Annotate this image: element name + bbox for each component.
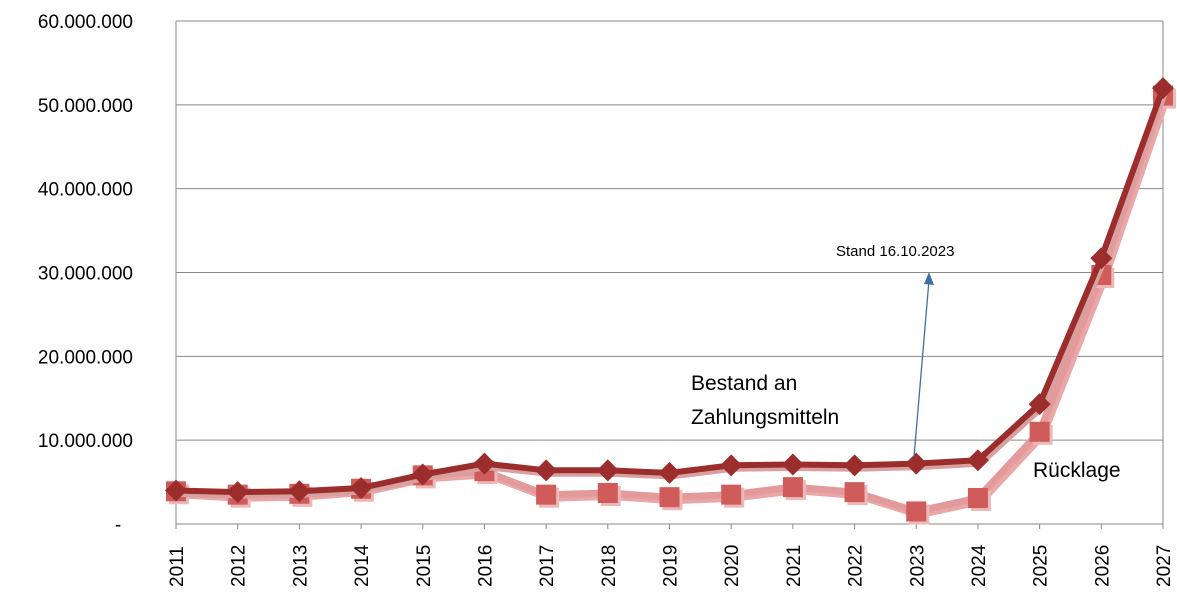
x-tick-label: 2025 [1031,545,1052,587]
x-tick-label: 2021 [784,545,805,587]
series-ruecklage [166,85,1176,525]
x-tick-label: 2027 [1154,545,1175,587]
data-point-square [782,477,803,498]
annotation-ruecklage: Rücklage [1033,459,1121,482]
data-point-diamond [1090,247,1113,270]
data-point-diamond [226,481,249,504]
x-tick-label: 2016 [475,545,496,587]
data-point-diamond [1028,393,1051,416]
data-point-diamond [165,479,187,502]
y-tick-label: 50.000.000 [38,96,133,117]
data-point-square [659,487,680,508]
x-tick-label: 2014 [352,544,373,587]
data-point-diamond [535,459,558,482]
y-tick-label: 60.000.000 [38,12,133,33]
data-point-diamond [1152,77,1174,100]
grid-lines [176,20,1164,524]
data-point-square [906,501,927,522]
data-point-diamond [596,459,619,482]
x-tick-label: 2011 [167,546,188,587]
x-tick-label: 2024 [969,544,990,587]
y-tick-label: - [115,515,121,536]
data-point-square [597,482,618,503]
data-point-diamond [288,480,311,503]
data-point-square [844,482,865,503]
annotation-bestand-line1: Bestand an [691,372,797,395]
series-line [175,94,1167,515]
y-tick-label: 10.000.000 [38,431,133,452]
series-group [165,77,1176,525]
data-point-square [721,484,742,505]
x-tick-label: 2026 [1092,545,1113,587]
data-point-square [536,484,557,505]
data-point-square [967,488,988,509]
data-point-diamond [658,461,681,484]
series-line-shadow [177,89,1169,499]
x-tick-label: 2023 [907,545,928,587]
x-tick-labels: 2011 2012 2013 2014 2015 2016 2017 2018 2019 2020… [167,544,1175,587]
series-bestand [165,77,1174,504]
y-tick-label: 20.000.000 [38,347,133,368]
annotation-bestand-line2: Zahlungsmitteln [691,406,839,429]
annotation-stand: Stand 16.10.2023 [836,243,954,260]
y-tick-label: 40.000.000 [38,180,133,201]
data-point-diamond [781,453,804,476]
data-point-diamond [966,449,989,472]
data-point-square [1029,421,1050,442]
x-tick-label: 2012 [229,545,250,587]
y-tick-label: 30.000.000 [38,264,133,285]
x-tick-label: 2019 [661,545,682,587]
x-tick-label: 2020 [722,545,743,587]
y-tick-labels: - 10.000.000 20.000.000 30.000.000 40.000.00… [38,12,133,536]
data-point-diamond [905,452,928,475]
x-tick-label: 2017 [537,545,558,587]
data-point-diamond [473,452,496,475]
x-tick-label: 2018 [599,545,620,587]
data-point-diamond [350,476,373,499]
annotation-arrow [913,272,934,458]
x-tick-label: 2015 [414,545,435,587]
data-point-diamond [843,454,866,477]
data-point-diamond [411,463,434,486]
axes [175,21,1164,529]
x-tick-label: 2022 [846,545,867,587]
x-tick-label: 2013 [290,545,311,587]
data-point-diamond [720,454,743,477]
